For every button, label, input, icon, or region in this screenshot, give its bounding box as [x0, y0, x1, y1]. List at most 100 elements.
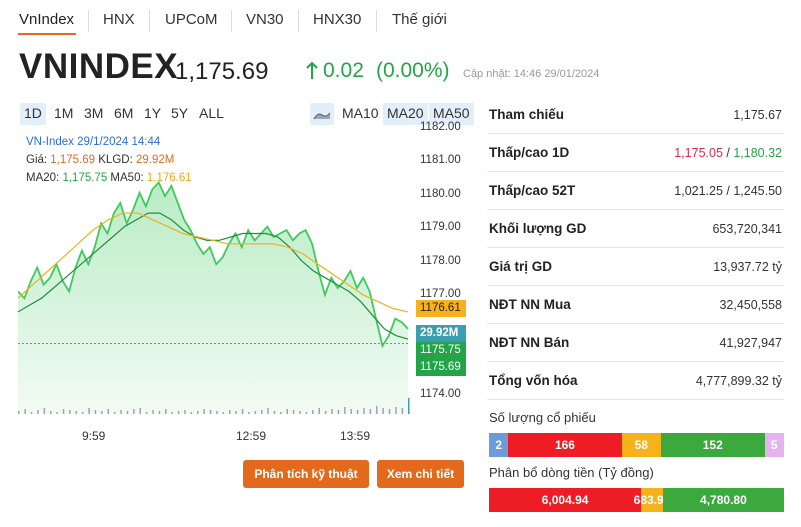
volume-bar — [184, 410, 186, 414]
stat-label: Giá trị GD — [489, 259, 553, 274]
range-all-button[interactable]: ALL — [199, 105, 224, 121]
volume-bar — [94, 410, 97, 414]
volume-bar — [344, 407, 346, 414]
range-3m-button[interactable]: 3M — [84, 105, 104, 121]
stat-row: Giá trị GD 13,937.72 tỷ — [487, 248, 784, 286]
volume-bar — [197, 411, 199, 414]
bar-segment: 2 — [489, 433, 509, 457]
volume-bar — [331, 409, 333, 414]
tab-the-gioi[interactable]: Thế giới — [392, 11, 447, 28]
range-5y-button[interactable]: 5Y — [171, 105, 189, 121]
volume-bar — [286, 409, 288, 414]
volume-bar — [299, 411, 301, 414]
view-details-button[interactable]: Xem chi tiết — [377, 460, 464, 488]
legend-vol-value: 29.92M — [135, 154, 175, 166]
ma10-button[interactable]: MA10 — [342, 105, 379, 121]
tab-vnindex[interactable]: VnIndex — [19, 11, 75, 28]
ma20-button[interactable]: MA20 — [383, 103, 428, 125]
stat-row: Tham chiếu 1,175.67 — [487, 96, 784, 134]
legend-vol-label: KLGD: — [98, 154, 133, 166]
stat-row: NĐT NN Mua 32,450,558 — [487, 286, 784, 324]
volume-bar — [69, 410, 71, 414]
y-tick: 1177.00 — [420, 288, 461, 300]
bar-segment: 5 — [764, 433, 784, 457]
tab-divider — [88, 10, 89, 32]
y-tick: 1181.00 — [420, 154, 461, 166]
price-chart[interactable] — [18, 128, 468, 428]
range-1m-button[interactable]: 1M — [54, 105, 74, 121]
tab-hnx30[interactable]: HNX30 — [313, 11, 362, 28]
y-tick: 1182.00 — [420, 121, 461, 133]
volume-bar — [229, 410, 231, 414]
update-time: Cập nhật: 14:46 29/01/2024 — [463, 68, 600, 80]
ma50-line — [18, 212, 409, 313]
tab-divider — [298, 10, 299, 32]
legend-ma20-value: 1,175.75 — [62, 172, 108, 184]
volume-bar — [56, 412, 58, 414]
area-chart-icon — [313, 112, 331, 120]
stat-high-value: 1,180.32 — [733, 145, 782, 160]
price-area — [18, 182, 408, 414]
index-change-pct: (0.00%) — [376, 59, 450, 82]
volume-bar — [401, 408, 404, 414]
x-tick: 13:59 — [340, 429, 371, 443]
volume-bar — [222, 412, 225, 414]
volume-bar — [382, 408, 384, 414]
index-change-value: 0.02 — [323, 59, 364, 82]
legend-price-value: 1,175.69 — [50, 154, 96, 166]
active-tab-underline — [18, 33, 76, 35]
tab-upcom[interactable]: UPCoM — [165, 11, 218, 28]
volume-bar — [203, 409, 205, 414]
stat-value: 1,175.05 / 1,180.32 — [674, 146, 782, 160]
stat-value: 1,175.67 — [733, 107, 782, 122]
volume-bar — [337, 410, 340, 414]
chart-legend-title: VN-Index 29/1/2024 14:44 — [26, 136, 161, 148]
stock-count-bar: 2 166 58 152 5 — [489, 433, 784, 457]
money-flow-title: Phân bổ dòng tiền (Tỷ đồng) — [489, 465, 654, 480]
legend-ma50-value: 1,176.61 — [146, 172, 192, 184]
volume-bar — [369, 409, 372, 414]
stat-value: 653,720,341 — [712, 221, 782, 236]
index-tabs: VnIndex HNX UPCoM VN30 HNX30 Thế giới — [0, 0, 801, 40]
volume-bar — [88, 408, 90, 414]
volume-bar — [350, 409, 352, 414]
tab-hnx[interactable]: HNX — [103, 11, 135, 28]
volume-bar — [267, 408, 269, 414]
volume-bar — [152, 410, 154, 414]
range-1d-button[interactable]: 1D — [20, 103, 46, 125]
volume-bar — [388, 409, 391, 414]
area-chart-toggle[interactable] — [310, 103, 334, 125]
volume-bar — [261, 410, 263, 414]
legend-price-label: Giá: — [26, 154, 48, 166]
volume-bar — [292, 410, 295, 414]
tab-divider — [376, 10, 377, 32]
volume-bar — [324, 411, 327, 414]
volume-bar — [356, 410, 359, 414]
ma50-button[interactable]: MA50 — [429, 103, 474, 125]
stat-label: Thấp/cao 52T — [489, 183, 576, 198]
y-tick: 1178.00 — [420, 255, 461, 267]
volume-bar — [37, 410, 39, 414]
stat-label: Thấp/cao 1D — [489, 145, 570, 160]
bar-segment: 6,004.94 — [489, 488, 642, 512]
money-flow-bar: 6,004.94 683.91 4,780.80 — [489, 488, 784, 512]
volume-bar — [62, 409, 65, 414]
volume-bar — [158, 411, 161, 414]
volume-bar — [408, 398, 410, 414]
tab-vn30[interactable]: VN30 — [246, 11, 284, 28]
index-name: VNINDEX — [19, 47, 179, 86]
chart-legend-ma: MA20: 1,175.75 MA50: 1,176.61 — [26, 172, 192, 184]
y-tick: 1179.00 — [420, 221, 461, 233]
bar-segment: 166 — [508, 433, 622, 457]
volume-bar — [101, 411, 103, 414]
ma20-price-tag: 1175.75 — [416, 342, 466, 359]
volume-bar — [113, 412, 116, 414]
stat-value: 1,021.25 / 1,245.50 — [674, 183, 782, 198]
arrow-up-icon — [306, 61, 318, 79]
current-price-tag: 1175.69 — [416, 359, 466, 376]
range-6m-button[interactable]: 6M — [114, 105, 134, 121]
bar-segment: 4,780.80 — [662, 488, 784, 512]
volume-bar — [312, 410, 314, 414]
range-1y-button[interactable]: 1Y — [144, 105, 162, 121]
technical-analysis-button[interactable]: Phân tích kỹ thuật — [243, 460, 369, 488]
